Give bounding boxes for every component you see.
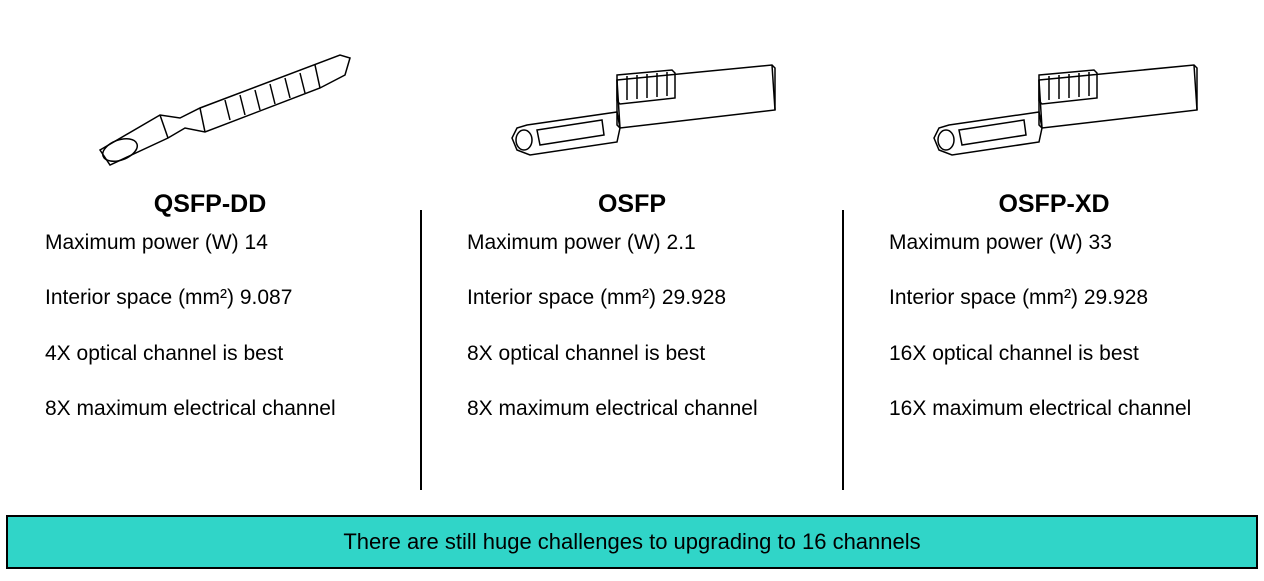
title-osfp-xd: OSFP-XD bbox=[998, 190, 1109, 219]
column-osfp: OSFP Maximum power (W) 2.1 Interior spac… bbox=[422, 20, 842, 500]
title-qsfp-dd: QSFP-DD bbox=[154, 190, 267, 219]
spec-interior-space: Interior space (mm²) 9.087 bbox=[45, 284, 400, 311]
footer-banner: There are still huge challenges to upgra… bbox=[6, 515, 1258, 569]
spec-max-power: Maximum power (W) 33 bbox=[889, 229, 1244, 256]
spec-optical-channel: 4X optical channel is best bbox=[45, 340, 400, 367]
qsfp-dd-illustration bbox=[50, 20, 370, 180]
spec-interior-space: Interior space (mm²) 29.928 bbox=[467, 284, 822, 311]
spec-optical-channel: 8X optical channel is best bbox=[467, 340, 822, 367]
column-osfp-xd: OSFP-XD Maximum power (W) 33 Interior sp… bbox=[844, 20, 1264, 500]
title-osfp: OSFP bbox=[598, 190, 666, 219]
spec-electrical-channel: 8X maximum electrical channel bbox=[467, 395, 822, 422]
spec-electrical-channel: 16X maximum electrical channel bbox=[889, 395, 1244, 422]
specs-osfp-xd: Maximum power (W) 33 Interior space (mm²… bbox=[854, 229, 1254, 450]
specs-qsfp-dd: Maximum power (W) 14 Interior space (mm²… bbox=[10, 229, 410, 450]
spec-interior-space: Interior space (mm²) 29.928 bbox=[889, 284, 1244, 311]
spec-electrical-channel: 8X maximum electrical channel bbox=[45, 395, 400, 422]
spec-max-power: Maximum power (W) 2.1 bbox=[467, 229, 822, 256]
comparison-container: QSFP-DD Maximum power (W) 14 Interior sp… bbox=[0, 0, 1264, 500]
osfp-xd-illustration bbox=[894, 20, 1214, 180]
spec-optical-channel: 16X optical channel is best bbox=[889, 340, 1244, 367]
column-qsfp-dd: QSFP-DD Maximum power (W) 14 Interior sp… bbox=[0, 20, 420, 500]
spec-max-power: Maximum power (W) 14 bbox=[45, 229, 400, 256]
osfp-illustration bbox=[472, 20, 792, 180]
specs-osfp: Maximum power (W) 2.1 Interior space (mm… bbox=[432, 229, 832, 450]
